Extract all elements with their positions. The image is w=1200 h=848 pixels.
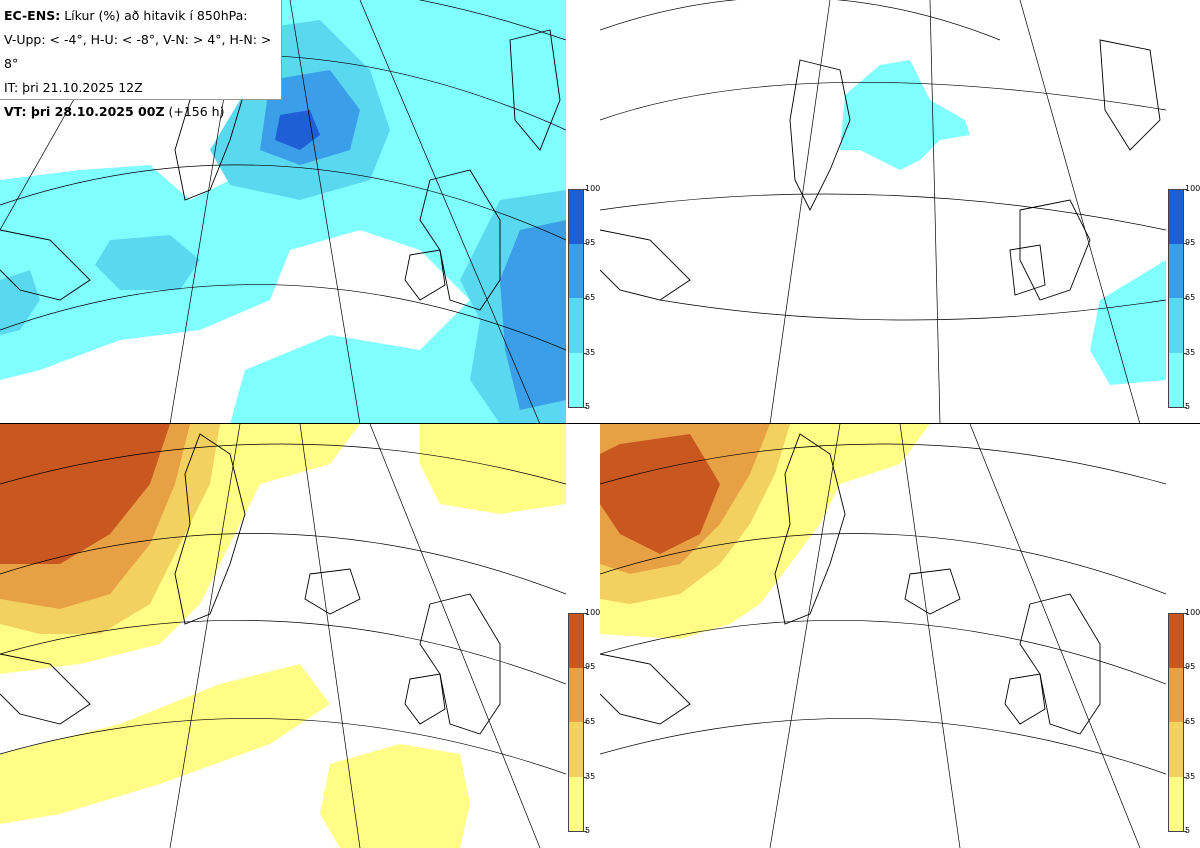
valid-time-line: VT: þri 28.10.2025 00Z (+156 h): [4, 100, 281, 124]
colorbar-tick: [1183, 777, 1187, 778]
probability-field-5b: [420, 424, 566, 514]
colorbar-label: 5: [1185, 826, 1191, 835]
probability-field-95: [0, 424, 170, 564]
thresholds-line: V-Upp: < -4°, H-U: < -8°, V-N: > 4°, H-N…: [4, 32, 272, 71]
colorbar-tick: [583, 243, 587, 244]
colorbar-tick: [583, 667, 587, 668]
colorbar-label: 100: [585, 184, 601, 193]
probability-field-35c: [95, 235, 200, 290]
map-panel-h-n: [600, 424, 1166, 848]
colorbar-tick: [1183, 298, 1187, 299]
colorbar-segment: [568, 613, 584, 668]
colorbar-tick: [583, 298, 587, 299]
colorbar-tick: [583, 613, 587, 614]
colorbar-label: 35: [1185, 772, 1196, 781]
probability-map: [600, 0, 1166, 424]
colorbar-tick: [583, 722, 587, 723]
graticule: [0, 424, 566, 848]
probability-field-5c: [0, 664, 330, 824]
colorbar-label: 65: [585, 293, 596, 302]
colorbar-label: 35: [585, 348, 596, 357]
colorbar-segment: [1168, 777, 1184, 832]
probability-field-5b: [1090, 260, 1166, 385]
colorbar-label: 95: [585, 238, 596, 247]
probability-field-5d: [320, 744, 470, 848]
probability-field-95: [275, 110, 320, 150]
colorbar-segment: [1168, 353, 1184, 408]
graticule: [600, 0, 1166, 424]
colorbar-segment: [1168, 298, 1184, 353]
colorbar-label: 65: [585, 717, 596, 726]
colorbar-label: 5: [1185, 402, 1191, 411]
colorbar-tick: [1183, 831, 1187, 832]
colorbar-segment: [1168, 613, 1184, 668]
colorbar-label: 100: [1185, 184, 1200, 193]
colorbar-tick: [1183, 353, 1187, 354]
map-panel-h-u: [600, 0, 1166, 424]
probability-field-35d: [0, 270, 40, 335]
colorbar-segment: [568, 298, 584, 353]
colorbar-tick: [583, 831, 587, 832]
probability-field-95: [600, 434, 720, 554]
colorbar-label: 95: [585, 662, 596, 671]
panel-divider: [0, 423, 1200, 424]
probability-field-5: [840, 60, 970, 170]
map-panel-v-upp: [0, 0, 566, 424]
colorbar-segment: [1168, 189, 1184, 244]
probability-field-5: [0, 0, 566, 424]
coastline: [600, 39, 1161, 301]
colorbar-segment: [1168, 722, 1184, 777]
colorbar-label: 5: [585, 402, 591, 411]
colorbar-tick: [1183, 667, 1187, 668]
colorbar-label: 100: [1185, 608, 1200, 617]
probability-field-65b: [500, 220, 566, 410]
init-time-line: IT: þri 21.10.2025 12Z: [4, 80, 143, 95]
colorbar-label: 35: [1185, 348, 1196, 357]
colorbar-label: 65: [1185, 293, 1196, 302]
colorbar-segment: [1168, 667, 1184, 722]
colorbar-label: 100: [585, 608, 601, 617]
probability-map: [0, 424, 566, 848]
colorbar-segment: [568, 667, 584, 722]
colorbar-tick: [1183, 243, 1187, 244]
colorbar-label: 65: [1185, 717, 1196, 726]
colorbar-segment: [568, 243, 584, 298]
colorbar-label: 95: [1185, 662, 1196, 671]
graticule: [600, 424, 1166, 848]
coastline: [600, 433, 1101, 735]
colorbar-tick: [1183, 407, 1187, 408]
colorbar-segment: [568, 353, 584, 408]
colorbar-label: 95: [1185, 238, 1196, 247]
description-line: EC-ENS: Líkur (%) að hitavik í 850hPa:: [4, 4, 281, 28]
colorbar-tick: [583, 189, 587, 190]
colorbar-tick: [1183, 189, 1187, 190]
colorbar-segment: [568, 189, 584, 244]
colorbar-tick: [583, 777, 587, 778]
colorbar-tick: [583, 407, 587, 408]
map-panel-v-n: [0, 424, 566, 848]
colorbar-label: 5: [585, 826, 591, 835]
valid-time-label: VT: þri 28.10.2025 00Z: [4, 104, 165, 119]
coastline: [0, 433, 501, 735]
colorbar-segment: [568, 777, 584, 832]
colorbar-segment: [568, 722, 584, 777]
lead-time-text: (+156 h): [168, 104, 225, 119]
colorbar-tick: [1183, 613, 1187, 614]
description-text: Líkur (%) að hitavik í 850hPa:: [64, 8, 248, 23]
colorbar-tick: [583, 353, 587, 354]
colorbar-tick: [1183, 722, 1187, 723]
model-label: EC-ENS:: [4, 8, 61, 23]
info-box: EC-ENS: Líkur (%) að hitavik í 850hPa: V…: [0, 0, 282, 119]
probability-map: [600, 424, 1166, 848]
colorbar-segment: [1168, 243, 1184, 298]
colorbar-label: 35: [585, 772, 596, 781]
